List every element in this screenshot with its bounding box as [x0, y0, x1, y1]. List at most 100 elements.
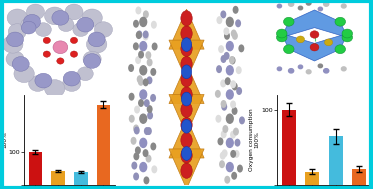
Circle shape — [140, 138, 147, 147]
Circle shape — [135, 56, 141, 64]
Circle shape — [219, 160, 225, 168]
Circle shape — [230, 80, 236, 88]
Circle shape — [232, 82, 238, 91]
Circle shape — [324, 2, 329, 6]
Circle shape — [231, 172, 237, 180]
Circle shape — [35, 73, 52, 88]
Circle shape — [146, 127, 152, 135]
Circle shape — [181, 148, 192, 163]
Circle shape — [289, 69, 294, 73]
Polygon shape — [282, 10, 347, 37]
Circle shape — [133, 42, 139, 50]
Circle shape — [70, 37, 78, 43]
Circle shape — [226, 138, 233, 147]
Circle shape — [335, 17, 345, 26]
Circle shape — [310, 43, 319, 51]
Circle shape — [14, 65, 34, 83]
Circle shape — [143, 30, 149, 38]
Circle shape — [276, 33, 287, 42]
Bar — [282, 110, 296, 185]
Circle shape — [220, 100, 226, 108]
Circle shape — [224, 32, 230, 40]
Circle shape — [147, 76, 153, 84]
Circle shape — [181, 147, 192, 160]
Circle shape — [239, 116, 245, 124]
Circle shape — [233, 128, 239, 136]
Circle shape — [43, 51, 50, 57]
Circle shape — [150, 94, 156, 102]
Circle shape — [236, 87, 242, 95]
Circle shape — [140, 42, 147, 51]
Bar — [352, 169, 366, 185]
Circle shape — [143, 10, 149, 18]
Circle shape — [70, 51, 78, 57]
Circle shape — [236, 66, 242, 74]
Circle shape — [77, 17, 94, 32]
Circle shape — [233, 6, 239, 14]
Circle shape — [342, 29, 352, 38]
Circle shape — [216, 65, 222, 73]
Circle shape — [151, 21, 157, 29]
Circle shape — [310, 31, 319, 38]
Circle shape — [131, 162, 137, 170]
Circle shape — [6, 51, 24, 67]
Circle shape — [21, 18, 37, 32]
Circle shape — [63, 71, 80, 86]
Polygon shape — [169, 9, 204, 49]
Circle shape — [283, 17, 294, 26]
Circle shape — [136, 31, 142, 39]
Circle shape — [232, 107, 238, 115]
Circle shape — [147, 58, 153, 66]
Circle shape — [289, 2, 294, 6]
Circle shape — [87, 36, 107, 53]
Circle shape — [144, 127, 150, 135]
Circle shape — [230, 150, 236, 158]
Circle shape — [181, 11, 192, 26]
Circle shape — [220, 10, 226, 18]
Circle shape — [129, 93, 135, 101]
Circle shape — [29, 76, 47, 91]
Circle shape — [181, 65, 192, 79]
Circle shape — [140, 66, 147, 75]
Polygon shape — [169, 118, 204, 158]
Circle shape — [341, 67, 346, 71]
Circle shape — [226, 17, 233, 26]
Circle shape — [298, 65, 303, 69]
Circle shape — [181, 117, 192, 133]
Circle shape — [140, 163, 147, 172]
Bar — [74, 172, 88, 185]
Circle shape — [152, 43, 158, 50]
Circle shape — [237, 165, 243, 173]
Circle shape — [235, 139, 241, 147]
Circle shape — [277, 4, 282, 8]
Circle shape — [133, 173, 139, 180]
Circle shape — [221, 130, 227, 138]
Circle shape — [26, 4, 44, 20]
Circle shape — [143, 78, 149, 86]
Circle shape — [181, 41, 192, 56]
Circle shape — [221, 103, 227, 111]
Circle shape — [133, 124, 139, 132]
Circle shape — [150, 68, 156, 76]
Bar — [29, 152, 42, 185]
Circle shape — [8, 24, 26, 39]
Circle shape — [82, 9, 102, 27]
Circle shape — [220, 55, 226, 63]
Circle shape — [218, 45, 224, 53]
Polygon shape — [282, 33, 347, 61]
Bar — [305, 172, 319, 185]
Circle shape — [222, 125, 228, 133]
Circle shape — [181, 38, 192, 51]
Circle shape — [232, 32, 238, 40]
Circle shape — [134, 126, 140, 135]
Circle shape — [144, 176, 150, 184]
Circle shape — [226, 42, 233, 51]
Circle shape — [298, 6, 303, 10]
Circle shape — [94, 22, 113, 37]
Circle shape — [220, 79, 226, 88]
Circle shape — [137, 75, 142, 83]
Circle shape — [147, 105, 153, 113]
Y-axis label: Oxygen consumption
100%: Oxygen consumption 100% — [249, 108, 260, 171]
Circle shape — [134, 106, 140, 114]
Circle shape — [230, 101, 236, 108]
